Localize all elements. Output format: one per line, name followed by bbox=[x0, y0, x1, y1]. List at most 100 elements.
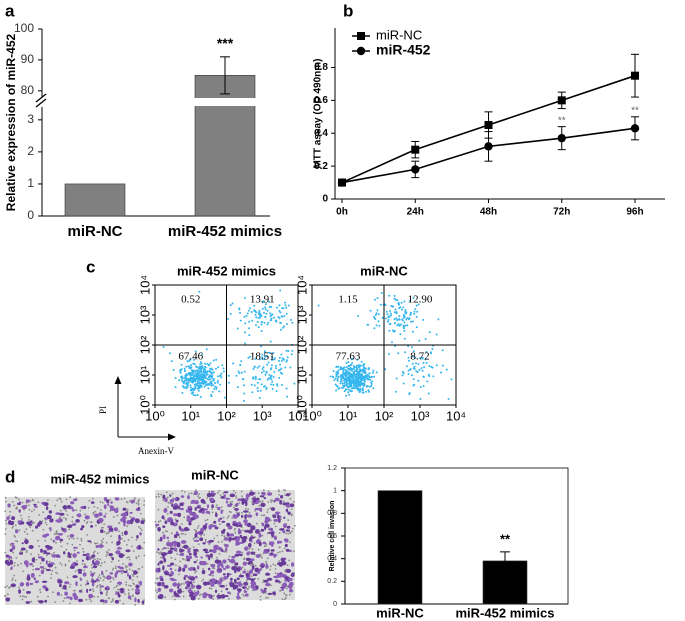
invaded-cell bbox=[52, 539, 56, 543]
event-dot bbox=[407, 372, 410, 375]
membrane-pore bbox=[197, 495, 200, 497]
membrane-pore bbox=[206, 518, 209, 521]
membrane-pore bbox=[290, 514, 293, 517]
event-dot bbox=[342, 370, 345, 373]
event-dot bbox=[190, 364, 192, 367]
membrane-pore bbox=[126, 525, 129, 528]
membrane-pore bbox=[4, 533, 7, 535]
legend-marker bbox=[356, 46, 366, 56]
event-dot bbox=[197, 381, 200, 384]
event-dot bbox=[441, 364, 444, 367]
event-dot bbox=[412, 378, 415, 381]
invaded-cell bbox=[258, 507, 263, 512]
invaded-cell bbox=[160, 582, 164, 586]
invaded-cell bbox=[206, 504, 210, 509]
invaded-cell bbox=[208, 555, 211, 561]
invaded-cell bbox=[17, 502, 21, 506]
event-dot bbox=[231, 302, 234, 305]
invaded-cell bbox=[287, 511, 291, 515]
invaded-cell bbox=[226, 532, 229, 537]
invaded-cell bbox=[189, 576, 196, 581]
invaded-cell bbox=[41, 557, 45, 562]
event-dot bbox=[256, 387, 259, 389]
invaded-cell bbox=[214, 526, 219, 530]
event-dot bbox=[249, 355, 251, 358]
invaded-cell bbox=[196, 584, 202, 590]
event-dot bbox=[373, 317, 376, 320]
event-dot bbox=[348, 365, 351, 368]
event-dot bbox=[280, 328, 282, 331]
plot-title: miR-452 mimics bbox=[177, 263, 276, 278]
membrane-pore bbox=[210, 587, 213, 590]
invaded-cell bbox=[205, 522, 208, 526]
event-dot bbox=[207, 383, 209, 385]
event-dot bbox=[357, 389, 360, 392]
membrane-pore bbox=[239, 573, 242, 575]
membrane-pore bbox=[92, 590, 95, 593]
event-dot bbox=[413, 365, 416, 368]
event-dot bbox=[336, 385, 339, 388]
invaded-cell bbox=[10, 560, 14, 565]
event-dot bbox=[291, 349, 294, 352]
membrane-pore bbox=[91, 497, 94, 500]
invaded-cell bbox=[7, 555, 12, 559]
invaded-cell bbox=[166, 564, 172, 567]
event-dot bbox=[212, 384, 215, 387]
invaded-cell bbox=[26, 591, 31, 594]
event-dot bbox=[368, 376, 371, 379]
membrane-pore bbox=[39, 588, 41, 591]
event-dot bbox=[186, 383, 189, 386]
membrane-pore bbox=[69, 496, 72, 498]
membrane-pore bbox=[140, 512, 142, 515]
membrane-pore bbox=[86, 534, 89, 536]
event-dot bbox=[270, 378, 273, 381]
invaded-cell bbox=[73, 595, 79, 601]
membrane-pore bbox=[241, 495, 243, 498]
membrane-pore bbox=[221, 540, 223, 543]
membrane-pore bbox=[75, 509, 78, 512]
invaded-cell bbox=[45, 552, 51, 555]
event-dot bbox=[421, 357, 424, 360]
event-dot bbox=[187, 381, 190, 384]
invaded-cell bbox=[130, 499, 136, 504]
event-dot bbox=[189, 384, 192, 387]
membrane-pore bbox=[25, 596, 28, 598]
invaded-cell bbox=[241, 586, 245, 589]
membrane-pore bbox=[98, 574, 101, 576]
invaded-cell bbox=[10, 566, 13, 570]
membrane-pore bbox=[92, 551, 95, 554]
membrane-pore bbox=[33, 508, 36, 511]
event-dot bbox=[251, 319, 254, 322]
membrane-pore bbox=[39, 562, 42, 565]
membrane-pore bbox=[170, 556, 173, 559]
quadrant-percent: 13.91 bbox=[250, 294, 275, 306]
invaded-cell bbox=[69, 565, 75, 569]
invaded-cell bbox=[139, 532, 142, 536]
micrograph-title: miR-452 mimics bbox=[51, 471, 150, 486]
event-dot bbox=[207, 376, 210, 379]
event-dot bbox=[398, 307, 401, 310]
membrane-pore bbox=[96, 557, 99, 560]
event-dot bbox=[192, 380, 195, 383]
event-dot bbox=[355, 373, 358, 376]
event-dot bbox=[261, 368, 264, 370]
event-dot bbox=[393, 322, 396, 325]
membrane-pore bbox=[56, 499, 59, 502]
invaded-cell bbox=[117, 565, 121, 569]
membrane-pore bbox=[193, 581, 196, 584]
event-dot bbox=[398, 324, 401, 327]
invaded-cell bbox=[99, 591, 103, 595]
membrane-pore bbox=[174, 569, 177, 571]
event-dot bbox=[205, 384, 208, 387]
membrane-pore bbox=[265, 545, 267, 547]
membrane-pore bbox=[281, 598, 284, 600]
event-dot bbox=[263, 385, 266, 387]
membrane-pore bbox=[178, 573, 180, 576]
membrane-pore bbox=[137, 502, 140, 504]
event-dot bbox=[270, 305, 273, 308]
event-dot bbox=[339, 382, 342, 385]
event-dot bbox=[270, 374, 273, 377]
membrane-pore bbox=[9, 586, 12, 589]
event-dot bbox=[400, 308, 403, 311]
invaded-cell bbox=[218, 562, 224, 567]
